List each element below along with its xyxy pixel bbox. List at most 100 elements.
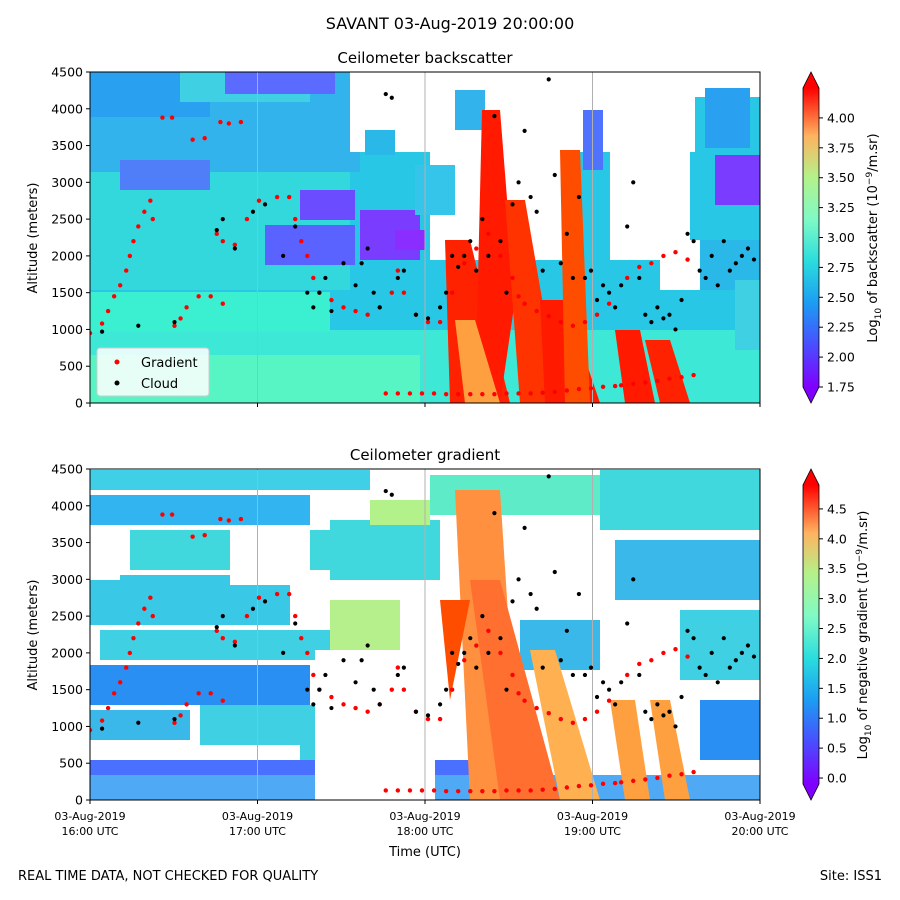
x-tick-time: 16:00 UTC — [61, 825, 118, 838]
y-tick-label: 3500 — [51, 535, 83, 550]
x-tick-date: 03-Aug-2019 — [557, 810, 628, 823]
gradient-point — [190, 137, 195, 142]
gradient-point — [238, 119, 244, 125]
cloud-point — [697, 268, 702, 273]
gradient-point — [625, 672, 630, 678]
cloud-point — [456, 264, 461, 270]
gradient-xlabel: Time (UTC) — [388, 845, 461, 860]
gradient-point — [353, 308, 358, 314]
cloud-point — [311, 305, 316, 310]
gradient-point — [90, 727, 93, 733]
gradient-cloud-points — [99, 474, 757, 731]
cloud-point — [733, 658, 738, 663]
cloud-point — [480, 614, 485, 619]
gradient-point — [150, 216, 155, 222]
gradient-point — [576, 783, 582, 789]
backscatter-y-ticks: 0 500 1000 1500 2000 2500 3000 3500 4000 4500 — [51, 65, 90, 411]
gradient-point — [691, 372, 696, 378]
cloud-point — [474, 665, 479, 670]
cloud-point — [377, 305, 382, 310]
gradient-point — [631, 381, 636, 387]
gradient-point — [99, 718, 105, 723]
gradient-point — [148, 595, 153, 600]
site-label: Site: ISS1 — [819, 869, 882, 884]
gradient-point — [449, 687, 455, 692]
colorbar-tick-label: 3.5 — [827, 561, 847, 576]
gradient-point — [552, 786, 557, 792]
gradient-point — [510, 275, 515, 281]
gradient-point — [443, 788, 449, 794]
cloud-point — [462, 650, 467, 655]
cloud-point — [745, 643, 751, 648]
gradient-point — [214, 628, 219, 634]
cloud-point — [606, 687, 612, 692]
cloud-point — [389, 492, 394, 497]
gradient-point — [612, 383, 618, 389]
y-tick-label: 3000 — [51, 175, 83, 190]
gradient-point — [431, 788, 437, 793]
cloud-point — [323, 672, 328, 678]
cloud-point — [721, 636, 726, 641]
cloud-point — [492, 511, 497, 516]
cloud-point — [468, 239, 473, 244]
cloud-point — [371, 687, 376, 692]
cloud-point — [703, 275, 708, 281]
cloud-point — [685, 231, 690, 236]
gradient-point — [474, 643, 479, 648]
gradient-point — [522, 301, 527, 306]
gradient-point — [425, 716, 431, 722]
cloud-point — [625, 621, 630, 626]
gradient-point — [365, 709, 370, 714]
gradient-point — [655, 378, 660, 384]
gradient-point — [383, 391, 388, 396]
cloud-point — [329, 308, 334, 314]
gradient-point — [293, 216, 298, 222]
gradient-point — [299, 238, 304, 244]
colorbar-tick-label: 2.0 — [827, 651, 847, 666]
gradient-point — [492, 788, 497, 794]
colorbar-tick-label: 4.00 — [827, 110, 855, 125]
backscatter-gridlines — [257, 72, 593, 403]
gradient-point — [462, 658, 467, 663]
x-tick-time: 17:00 UTC — [229, 825, 286, 838]
gradient-point — [474, 246, 479, 251]
gradient-point — [150, 613, 155, 619]
cloud-point — [377, 702, 382, 707]
gradient-point — [196, 294, 201, 299]
cloud-point — [564, 231, 569, 236]
cloud-point — [383, 91, 388, 97]
gradient-point — [667, 376, 672, 381]
cloud-point — [522, 128, 527, 133]
cloud-point — [655, 702, 660, 707]
gradient-point — [286, 591, 292, 597]
gradient-point — [552, 389, 557, 395]
cloud-point — [745, 246, 751, 251]
gradient-point — [256, 198, 262, 203]
cloud-point — [588, 268, 594, 273]
cloud-point — [600, 283, 606, 288]
cloud-point — [504, 290, 509, 295]
gradient-point — [220, 238, 225, 244]
gradient-point — [202, 136, 207, 141]
gradient-point — [637, 264, 642, 270]
x-tick-date: 03-Aug-2019 — [54, 810, 125, 823]
gradient-point — [105, 308, 111, 314]
gradient-point — [226, 121, 232, 126]
gradient-point — [516, 294, 521, 299]
gradient-point — [661, 650, 666, 656]
gradient-point — [124, 268, 129, 273]
cloud-point — [232, 246, 237, 251]
cloud-point — [341, 658, 346, 663]
gradient-point — [311, 275, 316, 281]
cloud-point — [594, 694, 600, 700]
x-tick-time: 19:00 UTC — [564, 825, 621, 838]
cloud-point — [317, 687, 322, 692]
gradient-point — [232, 242, 238, 248]
gradient-point — [389, 687, 395, 692]
legend-gradient-marker — [114, 359, 120, 365]
gradient-point — [425, 319, 431, 325]
gradient-point — [401, 687, 407, 692]
gradient-point — [341, 702, 346, 707]
gradient-point — [594, 312, 600, 317]
gradient-point — [582, 319, 588, 325]
